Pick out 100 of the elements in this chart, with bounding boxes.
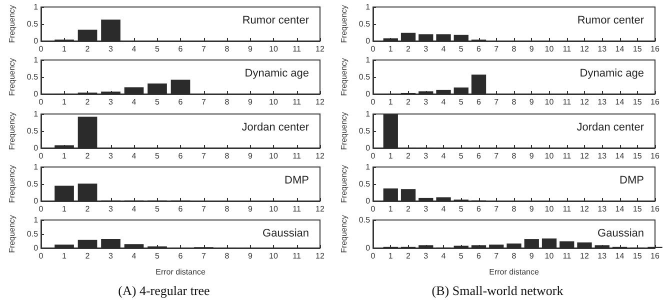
x-tick-label: 9 (248, 252, 254, 261)
y-axis-title: Frequency (340, 164, 348, 203)
x-tick-label: 3 (108, 252, 114, 261)
x-tick-label: 4 (132, 44, 137, 54)
y-tick-label: 1 (366, 162, 371, 172)
y-tick-label: 1 (366, 2, 371, 12)
y-tick-label: 1 (366, 109, 371, 118)
x-tick-label: 11 (292, 151, 302, 160)
x-tick-label: 11 (292, 204, 302, 214)
x-tick-label: 14 (615, 44, 625, 54)
y-tick-label: 0.5 (26, 179, 39, 188)
y-tick-label: 0.5 (358, 126, 371, 136)
y-tick-label: 1 (34, 2, 39, 12)
x-tick-label: 10 (269, 98, 278, 107)
y-tick-label: 1 (34, 216, 39, 225)
x-tick-label: 4 (132, 204, 137, 214)
y-tick-label: 0 (34, 36, 39, 46)
x-tick-label: 10 (269, 204, 278, 214)
x-tick-label: 5 (155, 151, 160, 160)
x-tick-label: 4 (441, 151, 446, 160)
x-tick-label: 8 (512, 98, 517, 107)
x-tick-label: 8 (224, 151, 230, 160)
x-tick-label: 2 (406, 151, 412, 160)
x-tick-label: 2 (406, 44, 412, 54)
x-tick-label: 10 (544, 151, 554, 160)
y-tick-label: 1 (34, 109, 39, 118)
x-tick-label: 8 (224, 252, 230, 261)
x-tick-label: 5 (458, 252, 464, 261)
x-tick-label: 7 (202, 151, 207, 160)
y-tick-label: 0.5 (358, 72, 371, 82)
x-tick-label: 9 (529, 44, 534, 54)
y-axis-title: Frequency (340, 215, 348, 254)
y-axis-title: Frequency (8, 215, 16, 254)
x-tick-label: 1 (62, 151, 68, 160)
y-tick-label: 0.5 (358, 179, 371, 188)
x-tick-label: 15 (632, 252, 642, 261)
x-tick-label: 9 (248, 151, 254, 160)
x-tick-label: 1 (62, 252, 68, 261)
y-tick-label: 0.5 (26, 230, 39, 239)
text: Gaussian (262, 228, 310, 240)
x-tick-label: 9 (248, 204, 254, 214)
x-tick-label: 12 (580, 98, 590, 107)
x-tick-label: 5 (458, 151, 464, 160)
text: DMP (284, 174, 310, 186)
x-tick-label: 16 (650, 98, 660, 107)
x-tick-label: 12 (316, 151, 325, 160)
x-tick-label: 10 (544, 44, 554, 54)
x-tick-label: 8 (512, 44, 517, 54)
x-tick-label: 8 (224, 44, 230, 54)
x-tick-label: 15 (632, 44, 642, 54)
y-axis-title: Frequency (340, 5, 348, 43)
x-tick-label: 3 (424, 204, 429, 214)
text: Rumor center (242, 14, 310, 26)
x-tick-label: 8 (512, 252, 517, 261)
x-tick-label: 5 (458, 204, 464, 214)
x-tick-label: 16 (650, 204, 660, 214)
x-tick-label: 13 (598, 151, 608, 160)
y-tick-label: 0.5 (358, 216, 371, 225)
text: Gaussian (598, 228, 644, 240)
y-axis-title: Frequency (8, 5, 16, 43)
y-tick-label: 1 (34, 162, 39, 172)
text: (A) 4-regular tree (117, 283, 211, 300)
text: Rumor center (577, 14, 644, 26)
x-tick-label: 14 (615, 151, 625, 160)
x-tick-label: 11 (562, 204, 572, 214)
x-tick-label: 10 (544, 204, 554, 214)
x-tick-label: 4 (132, 151, 137, 160)
x-tick-label: 16 (650, 252, 660, 261)
x-axis-title: Error distance (489, 268, 540, 277)
x-tick-label: 4 (441, 204, 446, 214)
x-tick-label: 11 (562, 98, 572, 107)
y-tick-label: 0.5 (358, 20, 371, 28)
x-tick-label: 4 (132, 98, 137, 107)
y-axis-title: Frequency (8, 58, 16, 96)
y-tick-label: 0 (366, 143, 371, 152)
y-tick-label: 0.5 (26, 72, 39, 82)
x-tick-label: 3 (108, 98, 114, 107)
x-tick-label: 7 (494, 98, 500, 107)
x-tick-label: 6 (476, 252, 482, 261)
x-tick-label: 12 (316, 98, 325, 107)
x-tick-label: 5 (155, 44, 160, 54)
x-tick-label: 8 (512, 151, 517, 160)
y-tick-label: 0 (34, 90, 39, 99)
x-tick-label: 2 (406, 252, 412, 261)
x-tick-label: 5 (155, 204, 160, 214)
x-tick-label: 6 (476, 44, 482, 54)
text: Jordan center (242, 121, 310, 134)
x-tick-label: 3 (108, 151, 114, 160)
x-tick-label: 2 (85, 252, 90, 261)
x-tick-label: 1 (62, 44, 68, 54)
x-tick-label: 6 (178, 98, 184, 107)
text: Dynamic age (580, 68, 644, 80)
x-tick-label: 9 (529, 151, 534, 160)
x-tick-label: 5 (155, 98, 160, 107)
x-tick-label: 4 (441, 98, 446, 107)
x-tick-label: 8 (224, 204, 230, 214)
x-tick-label: 2 (85, 98, 90, 107)
x-tick-label: 7 (494, 44, 500, 54)
x-tick-label: 7 (494, 204, 500, 214)
x-tick-label: 1 (388, 98, 394, 107)
